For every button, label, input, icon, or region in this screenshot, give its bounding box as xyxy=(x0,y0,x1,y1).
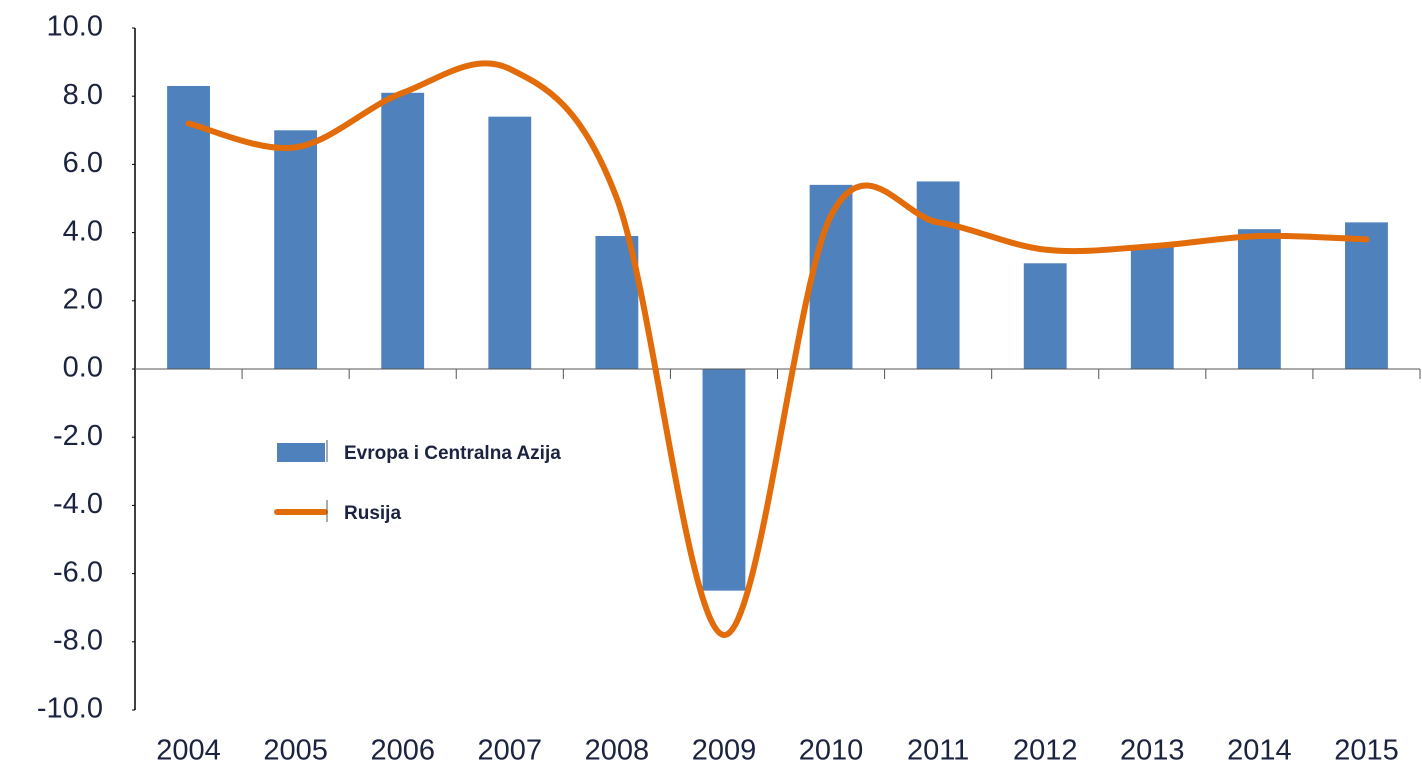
bar xyxy=(1130,246,1174,369)
y-tick-label: -2.0 xyxy=(53,420,103,452)
bar xyxy=(1023,263,1067,369)
y-tick-label: -10.0 xyxy=(37,693,103,725)
x-tick-label: 2012 xyxy=(1013,735,1078,767)
x-tick-label: 2013 xyxy=(1120,735,1185,767)
x-tick-label: 2007 xyxy=(478,735,543,767)
line xyxy=(185,60,1370,638)
y-tick-label: 0.0 xyxy=(63,352,103,384)
x-tick-label: 2014 xyxy=(1227,735,1292,767)
y-tick-label: 2.0 xyxy=(63,283,103,315)
x-tick-label: 2005 xyxy=(263,735,328,767)
legend-label: Evropa i Centralna Azija xyxy=(344,443,561,464)
x-tick-label: 2004 xyxy=(156,735,221,767)
y-tick-label: -8.0 xyxy=(53,624,103,656)
bar xyxy=(702,369,746,591)
y-tick-label: -4.0 xyxy=(53,488,103,520)
x-tick-label: 2008 xyxy=(585,735,650,767)
bar xyxy=(1345,222,1388,369)
y-tick-label: 4.0 xyxy=(63,215,103,247)
bar xyxy=(916,181,960,369)
y-tick-label: 10.0 xyxy=(47,11,103,43)
x-tick-label: 2015 xyxy=(1334,735,1399,767)
x-tick-label: 2006 xyxy=(370,735,435,767)
x-tick-label: 2010 xyxy=(799,735,864,767)
bar xyxy=(381,92,425,369)
x-tick-label: 2009 xyxy=(692,735,757,767)
bar xyxy=(1237,229,1281,369)
bar xyxy=(488,116,532,369)
y-tick-label: 6.0 xyxy=(63,147,103,179)
legend-swatch xyxy=(277,443,325,462)
y-tick-label: -6.0 xyxy=(53,556,103,588)
x-tick-label: 2011 xyxy=(907,735,969,767)
bar xyxy=(274,130,318,369)
legend-label: Rusija xyxy=(344,503,401,524)
bar xyxy=(167,85,210,369)
y-tick-label: 8.0 xyxy=(63,79,103,111)
